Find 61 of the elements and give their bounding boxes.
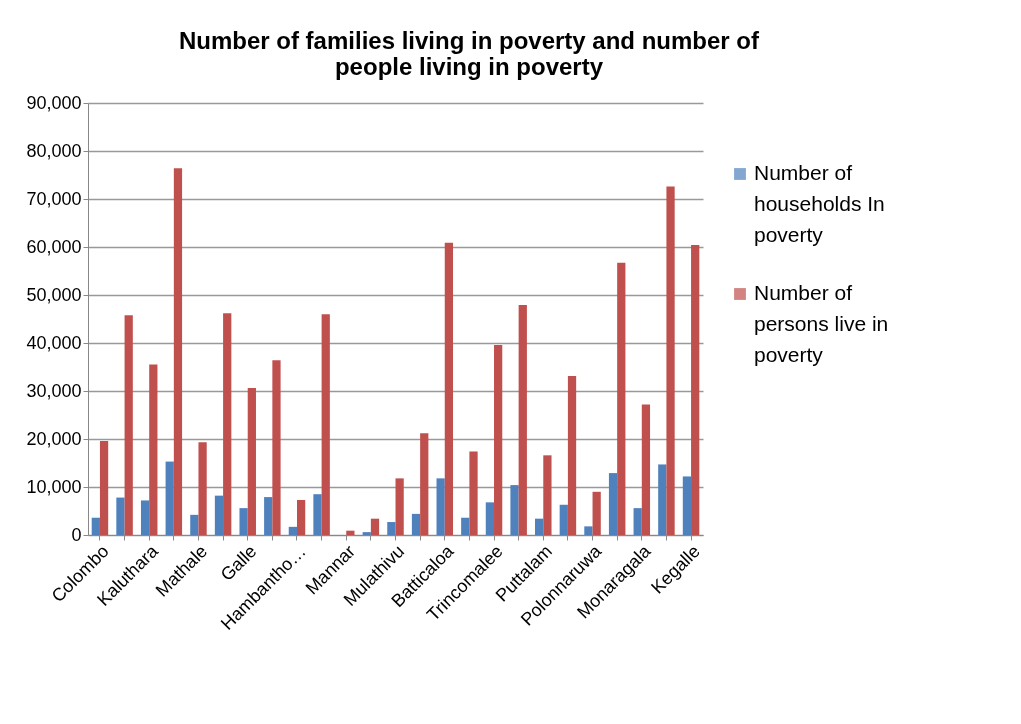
bar [420,433,429,535]
bar [436,478,445,535]
y-tick-label: 80,000 [26,140,82,161]
bar [567,376,577,535]
bar [190,514,199,535]
bar [682,476,692,535]
bar [633,508,642,535]
bar [535,518,544,535]
bar [444,242,454,535]
bar [223,313,232,535]
bar [99,440,109,535]
bar [149,364,158,535]
bar [559,504,568,535]
bar [91,517,100,535]
bar [485,502,495,535]
y-tick-label: 20,000 [26,428,82,449]
legend-label: Number of households In poverty [754,161,885,246]
chart-title: Number of families living in poverty and number of people living in poverty [178,27,761,80]
bar [691,245,700,535]
bar [272,360,281,535]
bar [543,455,552,535]
bar [395,478,404,535]
bar [173,168,183,535]
bar [296,499,306,535]
bar [592,491,601,535]
bar [469,451,478,535]
bar [617,262,626,535]
bar [641,404,651,535]
bar [584,526,593,535]
bar [321,314,330,535]
bar [518,305,527,535]
bar [239,508,248,535]
bar [288,526,297,535]
y-tick-label: 50,000 [26,284,82,305]
bar [140,500,150,535]
y-tick-label: 60,000 [26,236,82,257]
bar [658,464,667,535]
bar [387,522,396,535]
y-tick-label: 70,000 [26,188,82,209]
bar [116,497,125,535]
legend-label: Number of persons live in poverty [754,281,889,366]
bar [247,388,256,535]
y-tick-label: 90,000 [26,92,82,113]
bar [264,497,273,535]
bar [362,532,371,535]
bar [313,494,322,535]
y-tick-label: 40,000 [26,332,82,353]
bar [666,186,675,535]
bar [214,495,224,535]
bar [494,344,503,535]
bar [370,518,380,535]
bar [510,485,519,535]
y-tick-label: 0 [71,524,82,545]
bar [198,442,207,535]
bar [461,517,470,535]
bar [608,473,618,535]
bar [411,513,421,535]
bar [165,461,174,535]
bar [124,315,133,535]
y-tick-label: 10,000 [26,476,82,497]
y-tick-label: 30,000 [26,380,82,401]
